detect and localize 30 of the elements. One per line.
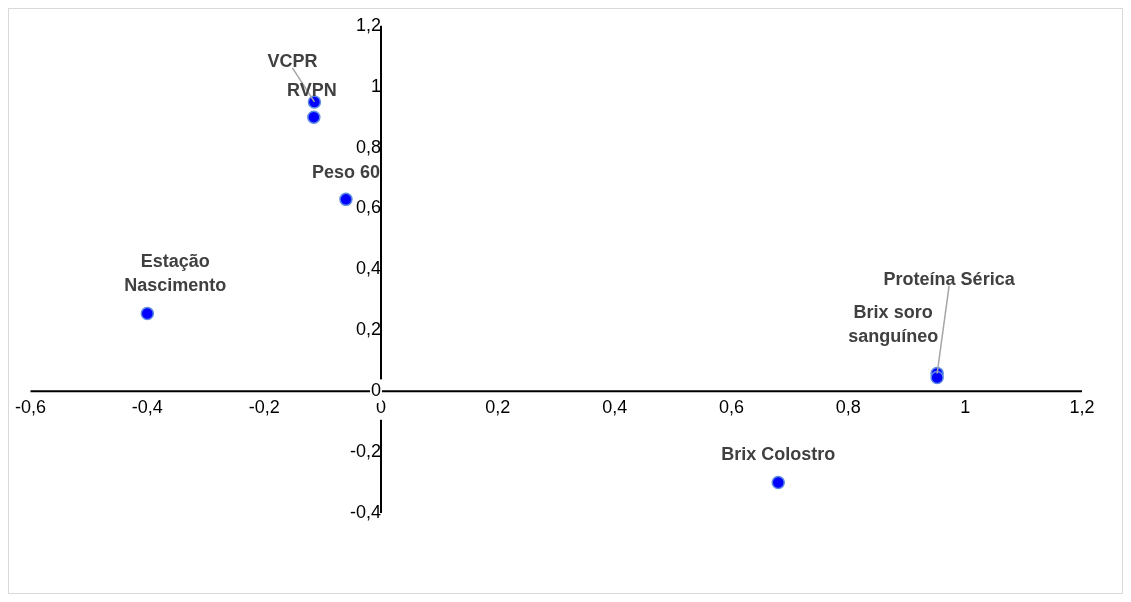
y-tick-label: -0,4 bbox=[349, 501, 382, 522]
point bbox=[930, 370, 944, 385]
annotation: Brix soro sanguíneo bbox=[848, 302, 939, 347]
x-tick-label: 1,2 bbox=[1069, 396, 1095, 417]
x-tick-label: -0,2 bbox=[248, 396, 280, 417]
point bbox=[771, 475, 785, 490]
annotation: Estação Nascimento bbox=[124, 250, 227, 295]
point bbox=[339, 192, 353, 207]
annotation: Peso 60 bbox=[311, 162, 380, 183]
point bbox=[307, 110, 321, 124]
x-tick-label: -0,6 bbox=[14, 396, 47, 417]
y-tick-label: 1,2 bbox=[355, 14, 382, 35]
x-tick-label: 0,2 bbox=[485, 396, 511, 417]
x-tick-label: 1 bbox=[960, 396, 971, 417]
annotation: Brix Colostro bbox=[721, 443, 836, 464]
x-tick-label: 0,8 bbox=[835, 396, 861, 417]
annotation: VCPR bbox=[267, 50, 318, 71]
y-tick-label: 0,2 bbox=[355, 319, 382, 340]
y-tick-label: 1 bbox=[370, 75, 382, 96]
annotation: RVPN bbox=[286, 80, 337, 101]
y-tick-label: 0,8 bbox=[355, 136, 382, 157]
point bbox=[140, 306, 155, 321]
y-tick-label: 0 bbox=[370, 380, 382, 401]
y-tick-label: -0,2 bbox=[349, 441, 382, 462]
x-tick-label: 0,6 bbox=[718, 396, 745, 417]
y-tick-label: 0,4 bbox=[355, 258, 382, 279]
annotation: Proteína Sérica bbox=[883, 268, 1016, 289]
x-tick-label: 0,4 bbox=[602, 396, 628, 417]
y-tick-label: 0,6 bbox=[355, 197, 382, 218]
x-tick-label: -0,4 bbox=[131, 396, 163, 417]
